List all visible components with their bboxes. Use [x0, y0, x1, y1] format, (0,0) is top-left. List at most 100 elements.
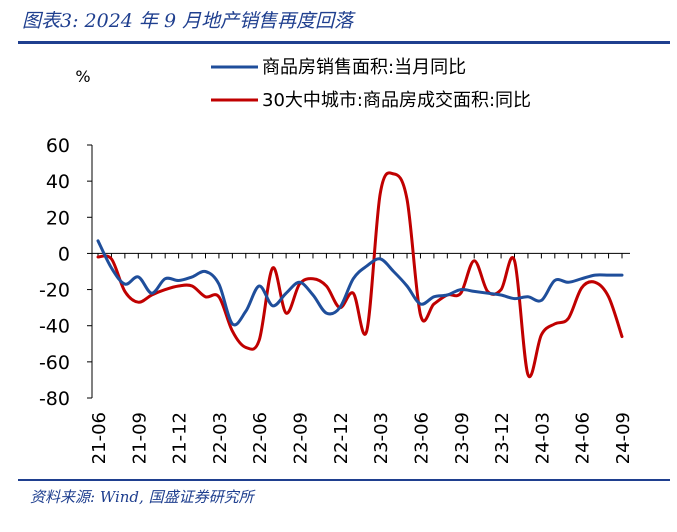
cities-point: [285, 312, 287, 314]
x-tick-label: 23-09: [452, 412, 473, 464]
sales-area-point: [500, 294, 502, 296]
chart-title: 图表3: 2024 年 9 月地产销售再度回落: [22, 10, 354, 32]
x-tick-label: 22-03: [210, 412, 231, 464]
cities-point: [124, 290, 126, 292]
y-tick-label: -20: [39, 280, 70, 302]
sales-area-point: [164, 278, 166, 280]
sales-area-point: [312, 294, 314, 296]
cities-point: [607, 296, 609, 298]
sales-area-point: [460, 288, 462, 290]
cities-point: [231, 330, 233, 332]
cities-point: [554, 323, 556, 325]
x-tick-label: 24-03: [532, 412, 553, 464]
sales-area-point: [137, 276, 139, 278]
x-tick-label: 21-09: [129, 412, 150, 464]
legend-label-sales-area: 商品房销售面积:当月同比: [262, 57, 466, 78]
cities-point: [177, 285, 179, 287]
x-tick-label: 22-09: [291, 412, 312, 464]
cities-point: [621, 335, 623, 337]
x-tick-label: 21-06: [89, 412, 110, 464]
sales-area-point: [567, 281, 569, 283]
cities-point: [352, 292, 354, 294]
sales-area-point: [97, 240, 99, 242]
sales-area-point: [352, 278, 354, 280]
y-tick-label: 0: [58, 243, 70, 265]
cities-point: [191, 285, 193, 287]
sales-area-point: [607, 274, 609, 276]
sales-area-point: [231, 323, 233, 325]
sales-area-point: [446, 294, 448, 296]
series-line-30-cities-yoy: [96, 171, 624, 379]
sales-area-point: [204, 270, 206, 272]
sales-area-point: [594, 274, 596, 276]
sales-area-point: [258, 285, 260, 287]
cities-point: [325, 285, 327, 287]
legend-label-30-cities: 30大中城市:商品房成交面积:同比: [262, 90, 531, 111]
sales-area-point: [110, 267, 112, 269]
cities-point: [97, 256, 99, 258]
cities-point: [567, 317, 569, 319]
cities-point: [392, 173, 394, 175]
x-tick-label: 23-12: [492, 412, 513, 464]
cities-point: [312, 278, 314, 280]
cities-point: [366, 330, 368, 332]
sales-area-point: [124, 283, 126, 285]
y-axis-unit-label: %: [75, 67, 90, 86]
cities-point: [137, 301, 139, 303]
x-tick-label: 23-03: [371, 412, 392, 464]
cities-point: [419, 314, 421, 316]
sales-area-point: [419, 303, 421, 305]
x-tick-label: 22-06: [250, 412, 271, 464]
sales-area-point: [621, 274, 623, 276]
sales-area-point: [513, 297, 515, 299]
sales-area-point: [325, 312, 327, 314]
sales-area-point: [191, 276, 193, 278]
sales-area-point: [245, 310, 247, 312]
sales-area-point: [473, 290, 475, 292]
sales-area-point: [285, 292, 287, 294]
cities-point: [500, 288, 502, 290]
cities-point: [594, 281, 596, 283]
cities-point: [581, 287, 583, 289]
cities-point: [540, 334, 542, 336]
sales-area-point: [406, 285, 408, 287]
cities-point: [245, 346, 247, 348]
footer-divider: [18, 479, 670, 481]
sales-area-point: [581, 278, 583, 280]
sales-area-point: [339, 306, 341, 308]
y-tick-label: 60: [46, 135, 70, 157]
sales-area-point: [366, 265, 368, 267]
sales-area-point: [433, 296, 435, 298]
cities-point: [164, 288, 166, 290]
sales-area-point: [218, 283, 220, 285]
sales-area-point: [151, 292, 153, 294]
cities-point: [460, 292, 462, 294]
cities-point: [406, 198, 408, 200]
x-tick-label: 22-12: [331, 412, 352, 464]
sales-area-point: [177, 279, 179, 281]
sales-area-point: [392, 270, 394, 272]
sales-area-point: [554, 279, 556, 281]
sales-area-point: [298, 281, 300, 283]
sales-area-point: [486, 292, 488, 294]
x-tick-label: 21-12: [170, 412, 191, 464]
y-tick-label: -60: [39, 352, 70, 374]
cities-point: [218, 296, 220, 298]
y-tick-label: -80: [39, 388, 70, 410]
y-tick-label: 40: [46, 171, 70, 193]
series-line-sales-area-yoy: [96, 239, 624, 327]
cities-point: [473, 260, 475, 262]
sales-area-point: [540, 299, 542, 301]
y-tick-label: -40: [39, 316, 70, 338]
cities-point: [272, 267, 274, 269]
cities-point: [379, 193, 381, 195]
x-tick-label: 23-06: [411, 412, 432, 464]
cities-point: [204, 296, 206, 298]
sales-area-point: [379, 258, 381, 260]
cities-point: [513, 260, 515, 262]
sales-area-point: [272, 305, 274, 307]
x-tick-label: 24-09: [613, 412, 634, 464]
cities-point: [527, 373, 529, 375]
x-tick-label: 24-06: [573, 412, 594, 464]
cities-point: [110, 258, 112, 260]
